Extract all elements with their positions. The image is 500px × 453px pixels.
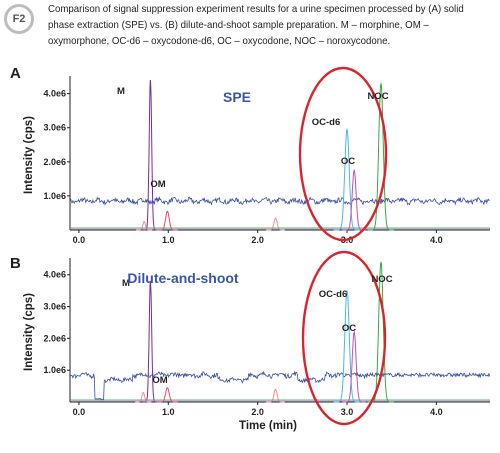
method-label: SPE [223,89,251,105]
x-tick-label: 3.0 [341,407,354,417]
baseline-trace [69,196,490,206]
peak-label-noc: NOC [367,91,388,102]
peak-label-om: OM [152,375,167,386]
panel-letter: B [10,255,21,272]
peak-trace-other [135,391,152,403]
figure-badge: F2 [4,4,34,34]
x-tick-label: 4.0 [430,407,443,417]
peak-trace-m [142,281,158,403]
x-tick-label: 2.0 [251,235,264,245]
x-tick-label: 0.0 [73,235,86,245]
y-tick-label: 3.0e6 [43,123,66,133]
panel-b: B 1.0e6 2.0e6 3.0e6 4.0e6 0.0 1.0 2.0 3.0 4.0 Inte… [10,250,490,432]
highlight-ellipse [298,66,388,242]
peak-label-oc-d6: OC-d6 [319,289,348,300]
peak-trace-noc [367,83,394,231]
peak-label-oc-d6: OC-d6 [312,117,341,128]
peak-trace-om [156,210,178,231]
x-tick-label: 1.0 [162,407,175,417]
panel-letter: A [10,65,21,82]
highlight-ellipse [301,250,387,426]
y-tick-label: 4.0e6 [43,270,66,280]
x-tick-label: 0.0 [73,407,86,417]
peak-trace-other [136,220,153,231]
peak-trace-other [265,217,285,231]
peak-label-oc: OC [342,323,356,334]
peak-trace-oc-d6 [333,290,361,403]
peak-trace-m [142,79,158,231]
peak-label-m: M [117,86,125,97]
x-axis-title: Time (min) [239,420,297,432]
peak-trace-oc [342,168,366,231]
peak-trace-oc-d6 [333,127,361,231]
y-axis-title: Intensity (cps) [23,116,35,194]
peak-label-m: M [122,278,130,289]
peak-trace-other [265,388,285,403]
y-tick-label: 2.0e6 [43,157,66,167]
peak-label-oc: OC [341,156,355,167]
y-tick-label: 3.0e6 [43,302,66,312]
baseline-trace [69,370,490,401]
y-tick-label: 1.0e6 [43,365,66,375]
figure-caption: Comparison of signal suppression experim… [48,4,464,47]
y-tick-label: 2.0e6 [43,333,66,343]
y-tick-label: 4.0e6 [43,89,66,99]
peak-label-noc: NOC [371,274,392,285]
x-tick-label: 4.0 [430,235,443,245]
y-tick-label: 1.0e6 [43,191,66,201]
method-label: Dilute-and-shoot [127,270,239,286]
peak-label-om: OM [150,179,165,190]
y-axis-title: Intensity (cps) [23,293,35,371]
peak-trace-oc [342,330,366,403]
peak-trace-om [156,387,178,403]
x-tick-label: 2.0 [251,407,264,417]
x-tick-label: 1.0 [162,235,175,245]
